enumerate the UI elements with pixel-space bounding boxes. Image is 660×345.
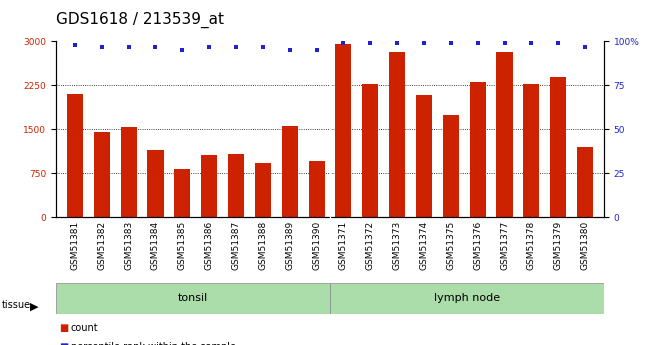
Text: lymph node: lymph node — [434, 294, 500, 303]
Bar — [147, 150, 164, 217]
Text: GSM51374: GSM51374 — [420, 221, 428, 270]
Bar — [416, 95, 432, 217]
Point — [392, 40, 403, 46]
Text: percentile rank within the sample: percentile rank within the sample — [71, 342, 236, 345]
Bar — [330, 283, 604, 314]
Point — [312, 47, 322, 53]
Bar — [56, 283, 330, 314]
Point — [338, 40, 348, 46]
Text: GSM51376: GSM51376 — [473, 221, 482, 270]
Text: GSM51383: GSM51383 — [124, 221, 133, 270]
Point — [446, 40, 456, 46]
Bar — [496, 52, 513, 217]
Bar — [308, 161, 325, 217]
Text: count: count — [71, 323, 98, 333]
Text: GSM51388: GSM51388 — [258, 221, 267, 270]
Bar — [121, 127, 137, 217]
Point — [231, 44, 242, 49]
Text: GSM51389: GSM51389 — [285, 221, 294, 270]
Text: GSM51371: GSM51371 — [339, 221, 348, 270]
Text: GSM51375: GSM51375 — [446, 221, 455, 270]
Bar — [550, 77, 566, 217]
Text: GSM51385: GSM51385 — [178, 221, 187, 270]
Text: tissue: tissue — [2, 300, 31, 310]
Text: GSM51390: GSM51390 — [312, 221, 321, 270]
Bar — [389, 52, 405, 217]
Bar — [67, 94, 83, 217]
Text: GSM51379: GSM51379 — [554, 221, 563, 270]
Point — [473, 40, 483, 46]
Point — [553, 40, 564, 46]
Point — [365, 40, 376, 46]
Text: GSM51386: GSM51386 — [205, 221, 214, 270]
Bar — [362, 83, 378, 217]
Point — [123, 44, 134, 49]
Text: GSM51378: GSM51378 — [527, 221, 536, 270]
Bar — [174, 169, 190, 217]
Point — [418, 40, 429, 46]
Bar — [470, 82, 486, 217]
Point — [580, 44, 591, 49]
Text: ■: ■ — [59, 323, 69, 333]
Text: ■: ■ — [59, 342, 69, 345]
Point — [150, 44, 161, 49]
Text: GSM51381: GSM51381 — [71, 221, 79, 270]
Bar — [228, 154, 244, 217]
Text: tonsil: tonsil — [178, 294, 208, 303]
Text: ▶: ▶ — [30, 302, 38, 311]
Point — [499, 40, 510, 46]
Text: GSM51382: GSM51382 — [97, 221, 106, 270]
Text: GSM51377: GSM51377 — [500, 221, 509, 270]
Bar — [282, 126, 298, 217]
Bar — [577, 147, 593, 217]
Point — [177, 47, 187, 53]
Point — [284, 47, 295, 53]
Text: GSM51380: GSM51380 — [581, 221, 589, 270]
Bar — [255, 163, 271, 217]
Point — [96, 44, 107, 49]
Text: GSM51373: GSM51373 — [393, 221, 402, 270]
Text: GSM51384: GSM51384 — [151, 221, 160, 270]
Bar — [201, 155, 217, 217]
Point — [257, 44, 268, 49]
Point — [69, 42, 80, 48]
Bar — [94, 132, 110, 217]
Text: GSM51372: GSM51372 — [366, 221, 375, 270]
Point — [526, 40, 537, 46]
Bar — [443, 115, 459, 217]
Point — [204, 44, 214, 49]
Bar — [523, 84, 539, 217]
Text: GDS1618 / 213539_at: GDS1618 / 213539_at — [56, 11, 224, 28]
Text: GSM51387: GSM51387 — [232, 221, 240, 270]
Bar — [335, 44, 352, 217]
